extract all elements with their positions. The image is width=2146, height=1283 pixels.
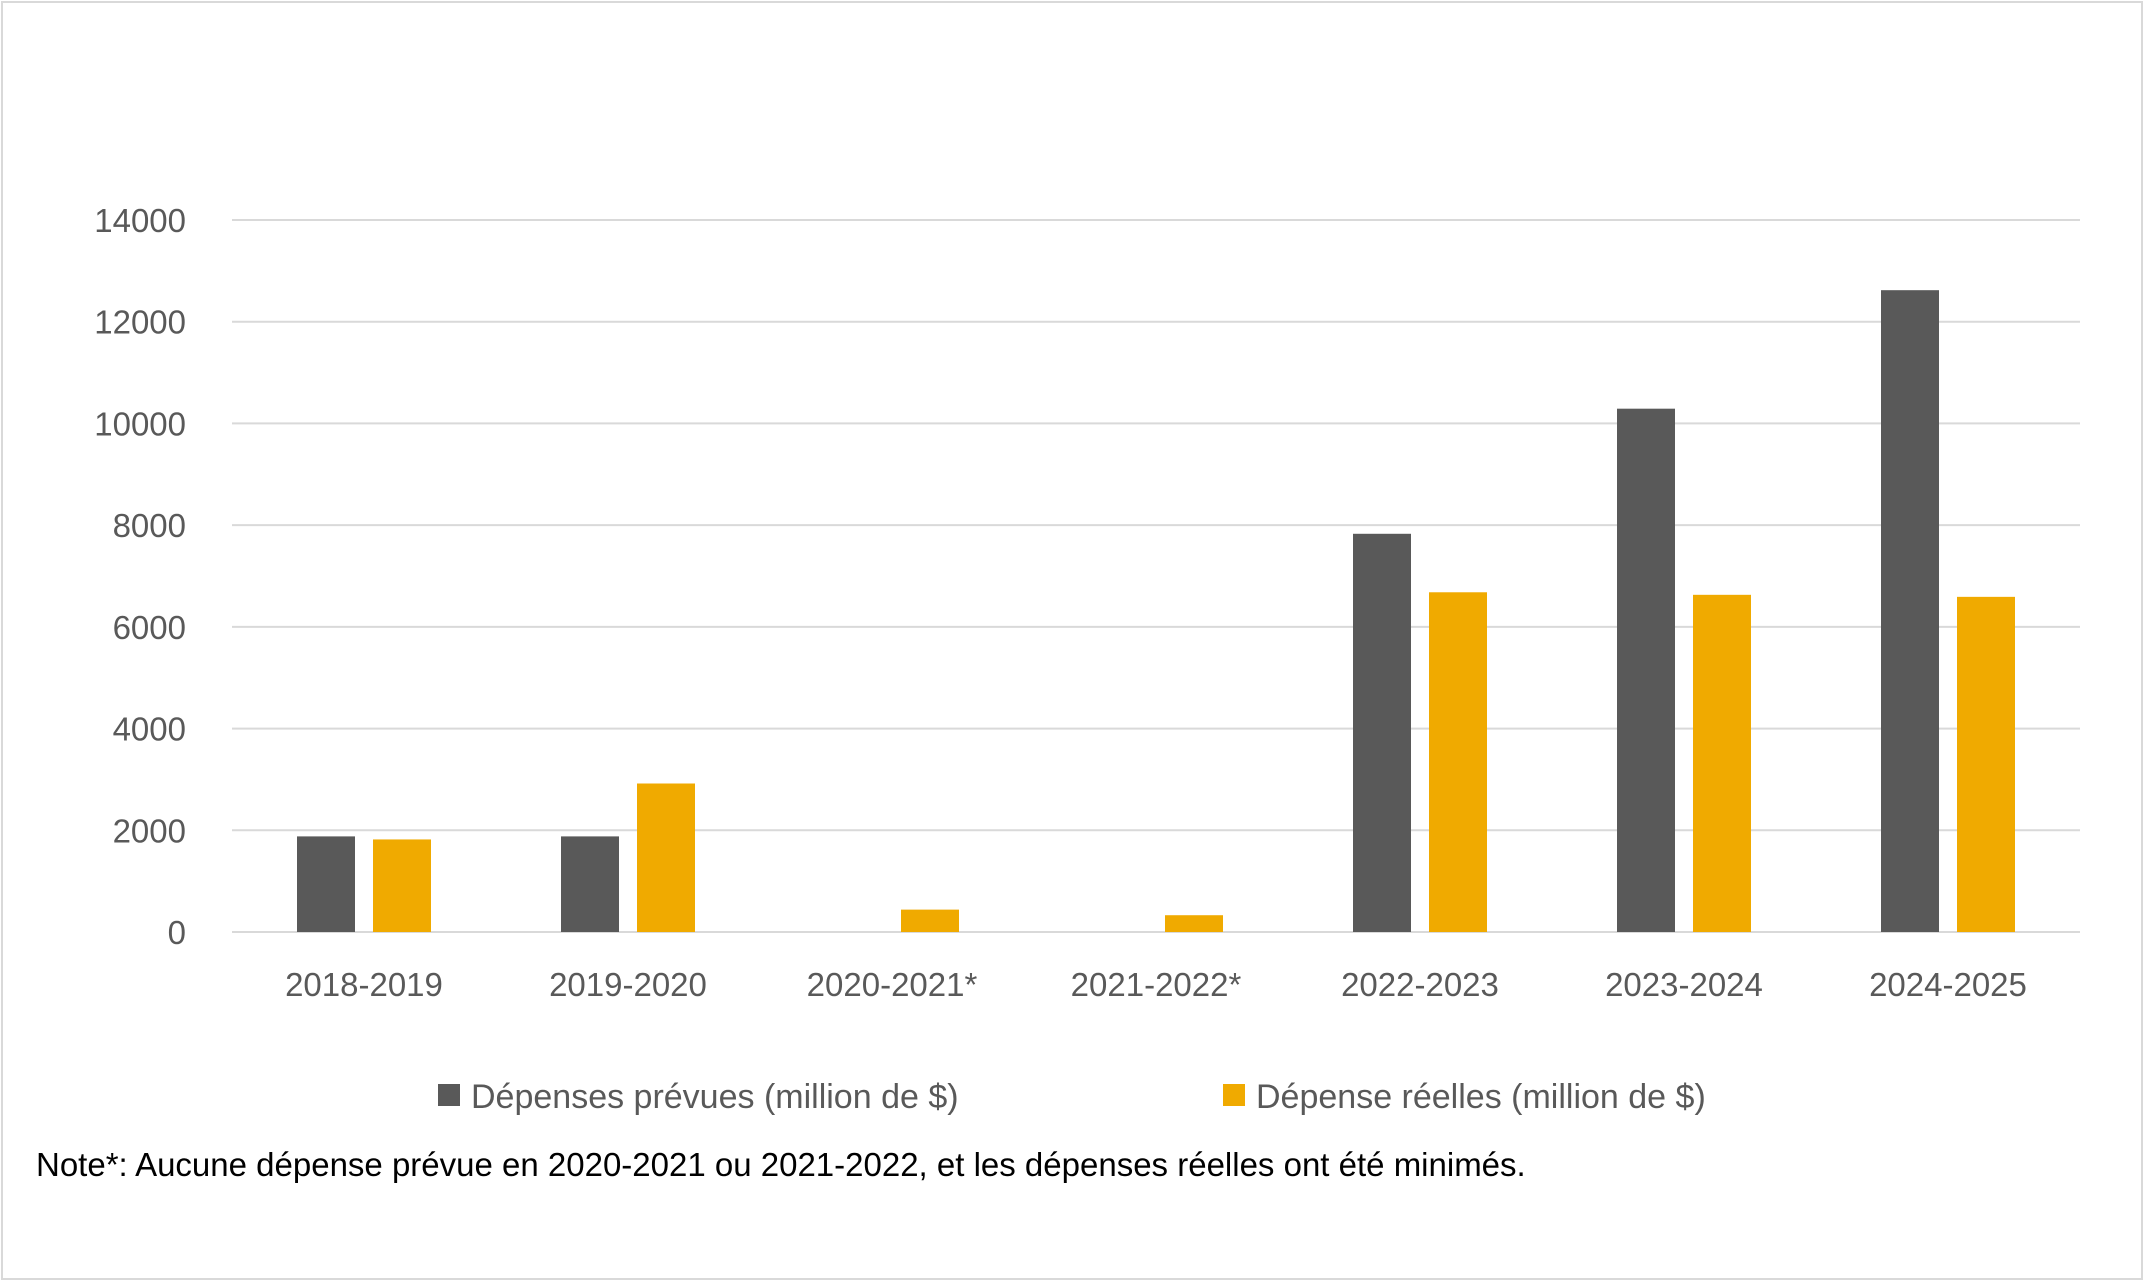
y-tick-label: 2000 [113,812,186,849]
bar-actual [1693,594,1751,932]
bar-planned [561,836,619,932]
bar-planned [1881,290,1939,932]
legend-swatch-planned [438,1084,460,1106]
x-tick-label: 2024-2025 [1869,966,2027,1003]
y-tick-label: 4000 [113,711,186,748]
bar-actual [637,783,695,932]
x-tick-label: 2018-2019 [285,966,443,1003]
y-tick-label: 12000 [94,304,186,341]
bar-actual [1957,596,2015,932]
x-tick-label: 2021-2022* [1071,966,1242,1003]
gridlines [232,219,2080,933]
chart-footnote: Note*: Aucune dépense prévue en 2020-202… [36,1146,1526,1183]
y-tick-label: 6000 [113,609,186,646]
x-axis-tick-labels: 2018-2019 2019-2020 2020-2021* 2021-2022* 20… [285,966,2027,1003]
bar-actual [1165,915,1223,932]
bar-actual [901,909,959,932]
y-tick-label: 10000 [94,405,186,442]
y-tick-label: 8000 [113,507,186,544]
x-tick-label: 2023-2024 [1605,966,1763,1003]
bar-planned [1617,408,1675,932]
bar-planned [297,836,355,932]
bar-actual [1429,592,1487,932]
bars [297,290,2015,932]
y-axis-tick-labels: 0 2000 4000 6000 8000 10000 12000 14000 [94,202,186,951]
legend: Dépenses prévues (million de $) Dépense … [438,1078,1706,1116]
legend-swatch-actual [1223,1084,1245,1106]
x-tick-label: 2019-2020 [549,966,707,1003]
y-tick-label: 0 [168,914,186,951]
legend-label-actual: Dépense réelles (million de $) [1256,1078,1706,1116]
bar-planned [1353,533,1411,932]
legend-label-planned: Dépenses prévues (million de $) [471,1078,959,1116]
x-tick-label: 2022-2023 [1341,966,1499,1003]
y-tick-label: 14000 [94,202,186,239]
x-tick-label: 2020-2021* [807,966,978,1003]
bar-actual [373,839,431,932]
